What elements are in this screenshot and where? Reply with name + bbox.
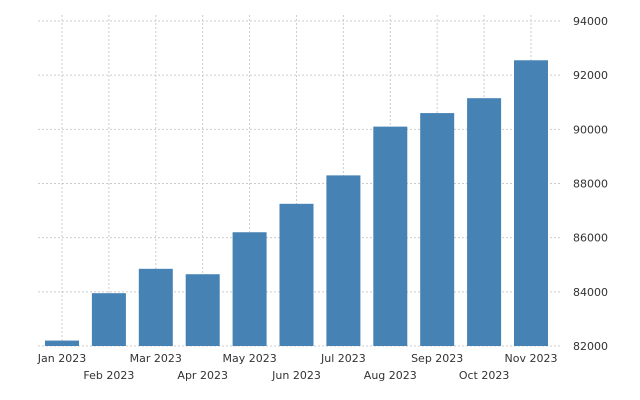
y-tick-label: 92000 xyxy=(573,69,608,82)
x-tick-label: Feb 2023 xyxy=(83,369,134,382)
x-tick-label: Mar 2023 xyxy=(130,352,182,365)
bar-sep-2023 xyxy=(420,113,455,346)
y-tick-label: 88000 xyxy=(573,178,608,191)
x-tick-label: Aug 2023 xyxy=(364,369,417,382)
bar-jan-2023 xyxy=(45,340,79,346)
x-tick-label: Jun 2023 xyxy=(271,369,321,382)
bar-mar-2023 xyxy=(138,268,173,346)
bar-may-2023 xyxy=(232,232,267,346)
bar-jun-2023 xyxy=(279,203,314,346)
x-axis-ticks: Jan 2023 Feb 2023 Mar 2023 Apr 2023 May 2023… xyxy=(37,352,558,382)
x-tick-label: May 2023 xyxy=(222,352,276,365)
bar-apr-2023 xyxy=(185,274,220,346)
y-tick-label: 84000 xyxy=(573,286,608,299)
y-tick-label: 90000 xyxy=(573,123,608,136)
x-tick-label: Sep 2023 xyxy=(411,352,463,365)
y-tick-label: 94000 xyxy=(573,15,608,28)
x-tick-label: Oct 2023 xyxy=(459,369,510,382)
bar-jul-2023 xyxy=(326,175,361,346)
y-tick-label: 86000 xyxy=(573,232,608,245)
x-tick-label: Jul 2023 xyxy=(320,352,366,365)
bar-aug-2023 xyxy=(373,126,408,346)
x-tick-label: Apr 2023 xyxy=(177,369,228,382)
bar-oct-2023 xyxy=(467,98,502,346)
x-tick-label: Nov 2023 xyxy=(505,352,558,365)
bar-nov-2023 xyxy=(514,60,548,346)
y-axis-ticks: 82000 84000 86000 88000 90000 92000 94000 xyxy=(573,15,608,353)
x-tick-label: Jan 2023 xyxy=(37,352,86,365)
bar-feb-2023 xyxy=(91,293,126,346)
bars xyxy=(45,60,548,346)
y-tick-label: 82000 xyxy=(573,340,608,353)
